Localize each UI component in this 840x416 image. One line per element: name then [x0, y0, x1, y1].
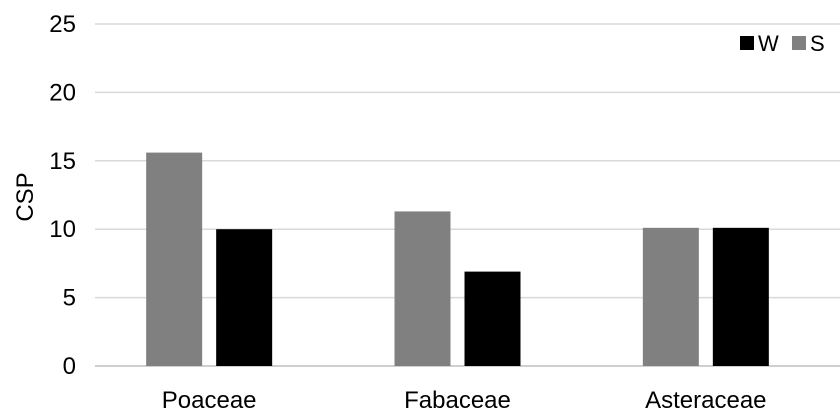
x-axis-categories: Poaceae Fabaceae Asteraceae [162, 387, 767, 414]
x-category-label-fabaceae: Fabaceae [404, 387, 511, 414]
bar-poaceae-s [146, 152, 203, 366]
y-tick-label-10: 10 [49, 216, 76, 243]
bar-fabaceae-s [394, 211, 451, 366]
y-tick-label-15: 15 [49, 148, 76, 175]
y-tick-label-25: 25 [49, 11, 76, 38]
bars [146, 152, 769, 366]
bar-fabaceae-w [464, 271, 521, 366]
legend-swatch-s [792, 36, 806, 50]
y-tick-label-20: 20 [49, 79, 76, 106]
y-axis-title: CSP [12, 172, 39, 221]
bar-asteraceae-s [642, 227, 699, 366]
x-category-label-asteraceae: Asteraceae [645, 387, 766, 414]
y-tick-label-5: 5 [63, 285, 76, 312]
y-tick-label-0: 0 [63, 353, 76, 380]
y-axis-ticks: 0 5 10 15 20 25 [49, 11, 76, 380]
legend-swatch-w [740, 36, 754, 50]
bar-asteraceae-w [712, 227, 769, 366]
legend-label-w: W [758, 31, 779, 56]
x-category-label-poaceae: Poaceae [162, 387, 257, 414]
bar-poaceae-w [216, 229, 273, 366]
legend-label-s: S [810, 31, 825, 56]
